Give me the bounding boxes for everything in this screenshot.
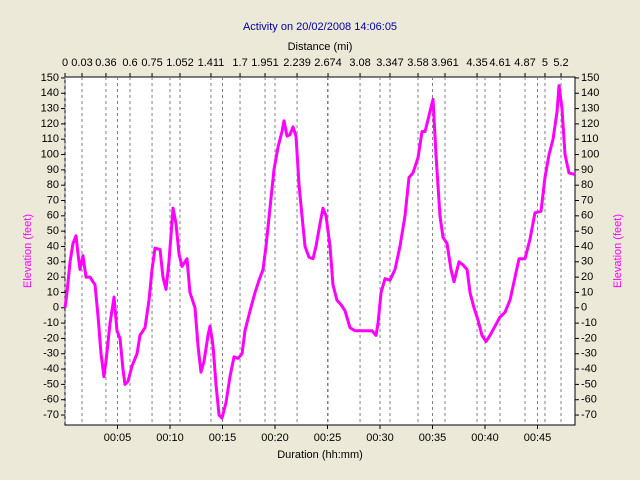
top-tick-label: 0.03 [71, 57, 92, 69]
y2-tick-label: -60 [581, 394, 597, 406]
top-tick-label: 0.75 [141, 57, 162, 69]
top-tick-label: 2.674 [314, 57, 342, 69]
y-axis-label: Elevation (feet) [22, 214, 34, 288]
x-tick-label: 00:15 [209, 432, 237, 444]
y-tick-label: 0 [53, 302, 59, 314]
plot-area [64, 76, 576, 426]
y-tick-label: 130 [41, 102, 59, 114]
y2-tick-label: 80 [581, 179, 593, 191]
x-tick-label: 00:05 [104, 432, 132, 444]
y2-tick-label: 20 [581, 271, 593, 283]
top-tick-label: 3.58 [407, 57, 428, 69]
top-tick-label: 0.36 [95, 57, 116, 69]
x-tick-label: 00:40 [471, 432, 499, 444]
top-tick-label: 5 [542, 57, 548, 69]
y2-tick-label: 10 [581, 286, 593, 298]
top-tick-label: 4.35 [466, 57, 487, 69]
y-tick-label: 70 [47, 194, 59, 206]
x-tick-label: 00:35 [419, 432, 447, 444]
y2-tick-label: 130 [581, 102, 599, 114]
top-axis-label: Distance (mi) [288, 41, 353, 53]
x-axis-label: Duration (hh:mm) [277, 449, 363, 461]
y-tick-label: -40 [43, 363, 59, 375]
y2-tick-label: 110 [581, 133, 599, 145]
x-tick-label: 00:20 [261, 432, 289, 444]
y2-tick-label: 120 [581, 118, 599, 130]
y-tick-label: -70 [43, 409, 59, 421]
chart-title: Activity on 20/02/2008 14:06:05 [243, 21, 397, 33]
top-tick-label: 1.7 [232, 57, 247, 69]
y-tick-label: -60 [43, 394, 59, 406]
y2-tick-label: -30 [581, 348, 597, 360]
x-tick-label: 00:45 [524, 432, 552, 444]
y2-tick-label: -40 [581, 363, 597, 375]
y-tick-label: 140 [41, 87, 59, 99]
y2-tick-label: 40 [581, 240, 593, 252]
top-tick-label: 3.961 [431, 57, 459, 69]
y2-tick-label: 90 [581, 164, 593, 176]
y-tick-label: 100 [41, 148, 59, 160]
elevation-line [63, 84, 576, 420]
y2-tick-label: -50 [581, 378, 597, 390]
y2-axis-label: Elevation (feet) [612, 214, 624, 288]
y-tick-label: 90 [47, 164, 59, 176]
y-tick-label: 10 [47, 286, 59, 298]
y-tick-label: 30 [47, 256, 59, 268]
y-tick-label: 150 [41, 72, 59, 84]
top-tick-label: 0.6 [122, 57, 137, 69]
y2-tick-label: 100 [581, 148, 599, 160]
y2-tick-label: -20 [581, 332, 597, 344]
x-tick-label: 00:30 [366, 432, 394, 444]
y-tick-label: -20 [43, 332, 59, 344]
y-tick-label: 40 [47, 240, 59, 252]
y2-tick-label: 70 [581, 194, 593, 206]
y2-tick-label: 150 [581, 72, 599, 84]
y2-tick-label: 50 [581, 225, 593, 237]
top-tick-label: 1.411 [198, 57, 225, 69]
y-tick-label: 60 [47, 210, 59, 222]
top-tick-label: 3.347 [376, 57, 404, 69]
top-tick-label: 4.87 [514, 57, 535, 69]
y-tick-label: 110 [41, 133, 59, 145]
y-tick-label: 80 [47, 179, 59, 191]
y-tick-label: -50 [43, 378, 59, 390]
y2-tick-label: 140 [581, 87, 599, 99]
top-tick-label: 3.08 [349, 57, 370, 69]
y2-tick-label: 0 [581, 302, 587, 314]
y-tick-label: 50 [47, 225, 59, 237]
y-tick-label: 20 [47, 271, 59, 283]
y2-tick-label: 30 [581, 256, 593, 268]
top-tick-label: 0 [62, 57, 68, 69]
top-tick-label: 2.239 [283, 57, 311, 69]
y-tick-label: 120 [41, 118, 59, 130]
y2-tick-label: 60 [581, 210, 593, 222]
x-tick-label: 00:10 [156, 432, 184, 444]
y2-tick-label: -10 [581, 317, 597, 329]
top-tick-label: 4.61 [489, 57, 510, 69]
y-tick-label: -10 [43, 317, 59, 329]
y-tick-label: -30 [43, 348, 59, 360]
top-tick-label: 1.052 [166, 57, 194, 69]
x-tick-label: 00:25 [314, 432, 342, 444]
top-tick-label: 5.2 [553, 57, 568, 69]
y2-tick-label: -70 [581, 409, 597, 421]
top-tick-label: 1.951 [251, 57, 279, 69]
